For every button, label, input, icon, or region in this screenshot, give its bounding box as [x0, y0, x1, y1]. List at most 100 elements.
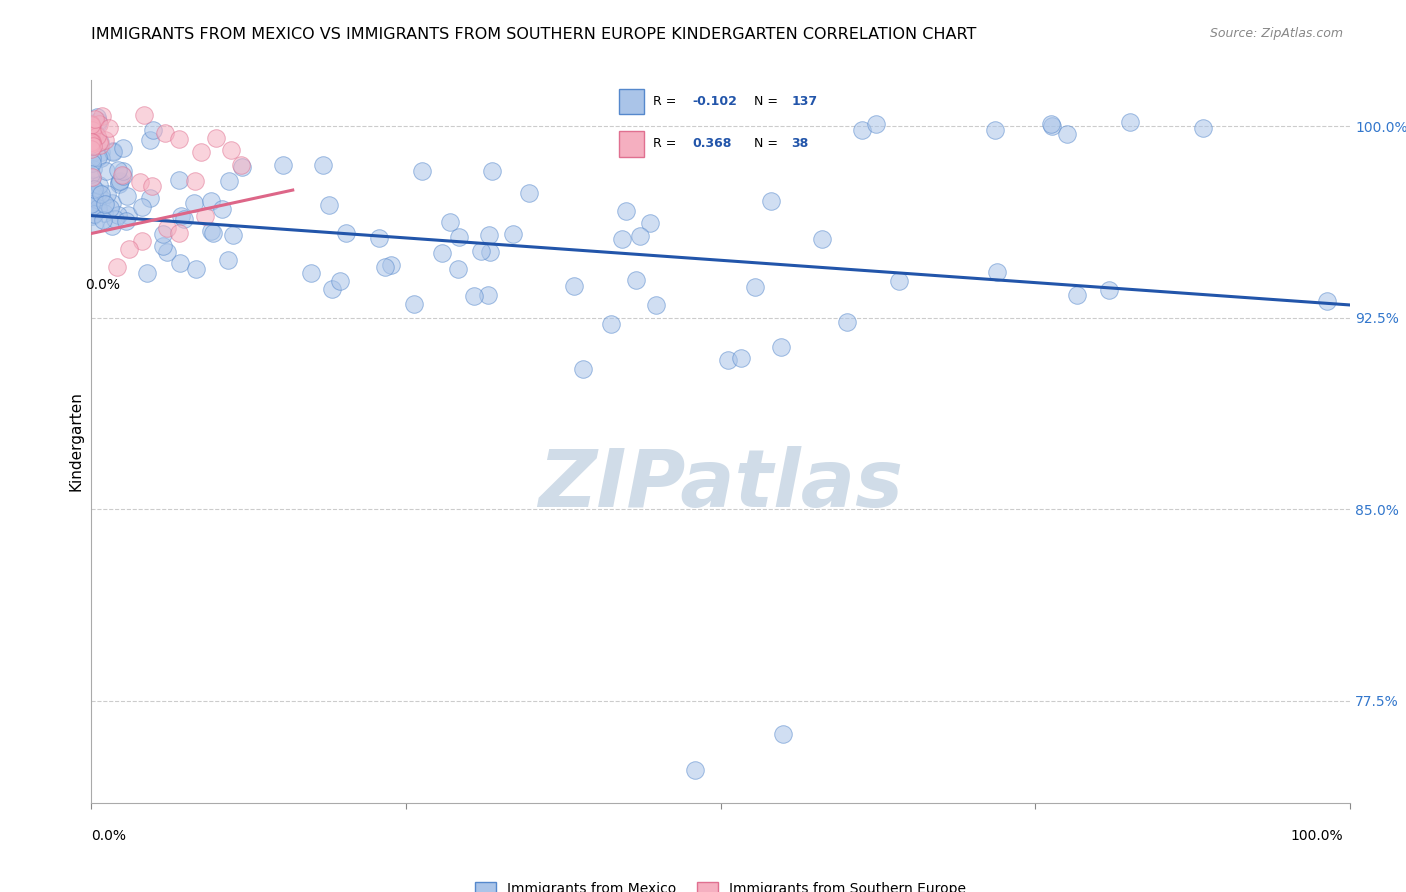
- Point: [80, 142, 103, 156]
- Point: [155, 126, 177, 140]
- Point: [80, 193, 103, 207]
- Point: [83, 181, 105, 195]
- Point: [82, 178, 104, 193]
- Point: [83, 206, 105, 220]
- Point: [80, 171, 103, 186]
- Point: [91, 213, 114, 227]
- Point: [222, 228, 245, 243]
- Point: [80, 129, 103, 144]
- Text: R =: R =: [654, 95, 681, 108]
- Point: [770, 340, 793, 354]
- Point: [380, 258, 402, 272]
- Point: [865, 117, 887, 131]
- Point: [810, 232, 832, 246]
- Point: [80, 120, 103, 135]
- Point: [84, 129, 107, 144]
- Point: [94, 132, 117, 146]
- Point: [564, 279, 586, 293]
- Point: [404, 296, 426, 310]
- Point: [87, 201, 110, 215]
- Text: N =: N =: [754, 136, 782, 150]
- Point: [80, 118, 103, 132]
- Point: [87, 135, 110, 149]
- Point: [321, 282, 343, 296]
- Point: [152, 227, 174, 241]
- Point: [80, 123, 103, 137]
- Point: [101, 196, 124, 211]
- Point: [447, 261, 470, 276]
- Point: [80, 133, 103, 147]
- Point: [628, 228, 651, 243]
- Point: [89, 138, 111, 153]
- Point: [986, 265, 1008, 279]
- Point: [80, 156, 103, 170]
- Point: [101, 219, 124, 233]
- Point: [80, 209, 103, 223]
- Point: [107, 175, 129, 189]
- Point: [86, 129, 108, 144]
- Point: [80, 130, 103, 145]
- Text: 100.0%: 100.0%: [1291, 829, 1343, 843]
- Text: 0.368: 0.368: [693, 136, 733, 150]
- Point: [80, 140, 103, 154]
- Point: [89, 135, 111, 149]
- Point: [83, 128, 105, 143]
- Point: [117, 189, 139, 203]
- Point: [111, 169, 134, 184]
- Point: [1056, 127, 1078, 141]
- Point: [80, 122, 103, 136]
- Text: 0.0%: 0.0%: [91, 829, 127, 843]
- Point: [167, 173, 190, 187]
- Point: [1192, 120, 1215, 135]
- Point: [156, 245, 179, 260]
- Point: [80, 188, 103, 202]
- Point: [101, 145, 124, 160]
- Point: [685, 763, 707, 777]
- Point: [229, 158, 252, 172]
- Point: [730, 351, 752, 365]
- Point: [1039, 117, 1062, 131]
- Point: [984, 123, 1007, 137]
- Text: Source: ZipAtlas.com: Source: ZipAtlas.com: [1209, 27, 1343, 40]
- Point: [1316, 294, 1339, 309]
- Point: [98, 201, 121, 215]
- Point: [463, 289, 485, 303]
- Point: [169, 227, 191, 241]
- Point: [887, 274, 910, 288]
- Point: [170, 209, 193, 223]
- Point: [481, 164, 503, 178]
- Point: [96, 186, 118, 201]
- Point: [83, 194, 105, 208]
- Point: [90, 145, 112, 159]
- Y-axis label: Kindergarten: Kindergarten: [67, 392, 83, 491]
- Point: [80, 170, 103, 185]
- Point: [87, 117, 110, 131]
- Point: [87, 185, 110, 199]
- Text: N =: N =: [754, 95, 782, 108]
- Point: [1066, 287, 1088, 301]
- FancyBboxPatch shape: [619, 89, 644, 114]
- Legend: Immigrants from Mexico, Immigrants from Southern Europe: Immigrants from Mexico, Immigrants from …: [468, 875, 973, 892]
- Point: [221, 143, 243, 157]
- Point: [80, 189, 103, 203]
- FancyBboxPatch shape: [619, 131, 644, 157]
- Point: [83, 187, 105, 202]
- Text: R =: R =: [654, 136, 681, 150]
- Point: [202, 227, 225, 241]
- Text: 137: 137: [792, 95, 817, 108]
- Point: [600, 317, 623, 331]
- Point: [83, 217, 105, 231]
- Point: [82, 135, 104, 149]
- Point: [134, 108, 156, 122]
- Point: [80, 167, 103, 181]
- Point: [572, 362, 595, 376]
- Point: [80, 136, 103, 151]
- Point: [104, 212, 127, 227]
- Point: [141, 179, 163, 194]
- Point: [80, 197, 103, 211]
- Point: [478, 227, 501, 242]
- Point: [107, 163, 129, 178]
- Point: [107, 177, 129, 191]
- Point: [204, 130, 226, 145]
- Point: [432, 245, 454, 260]
